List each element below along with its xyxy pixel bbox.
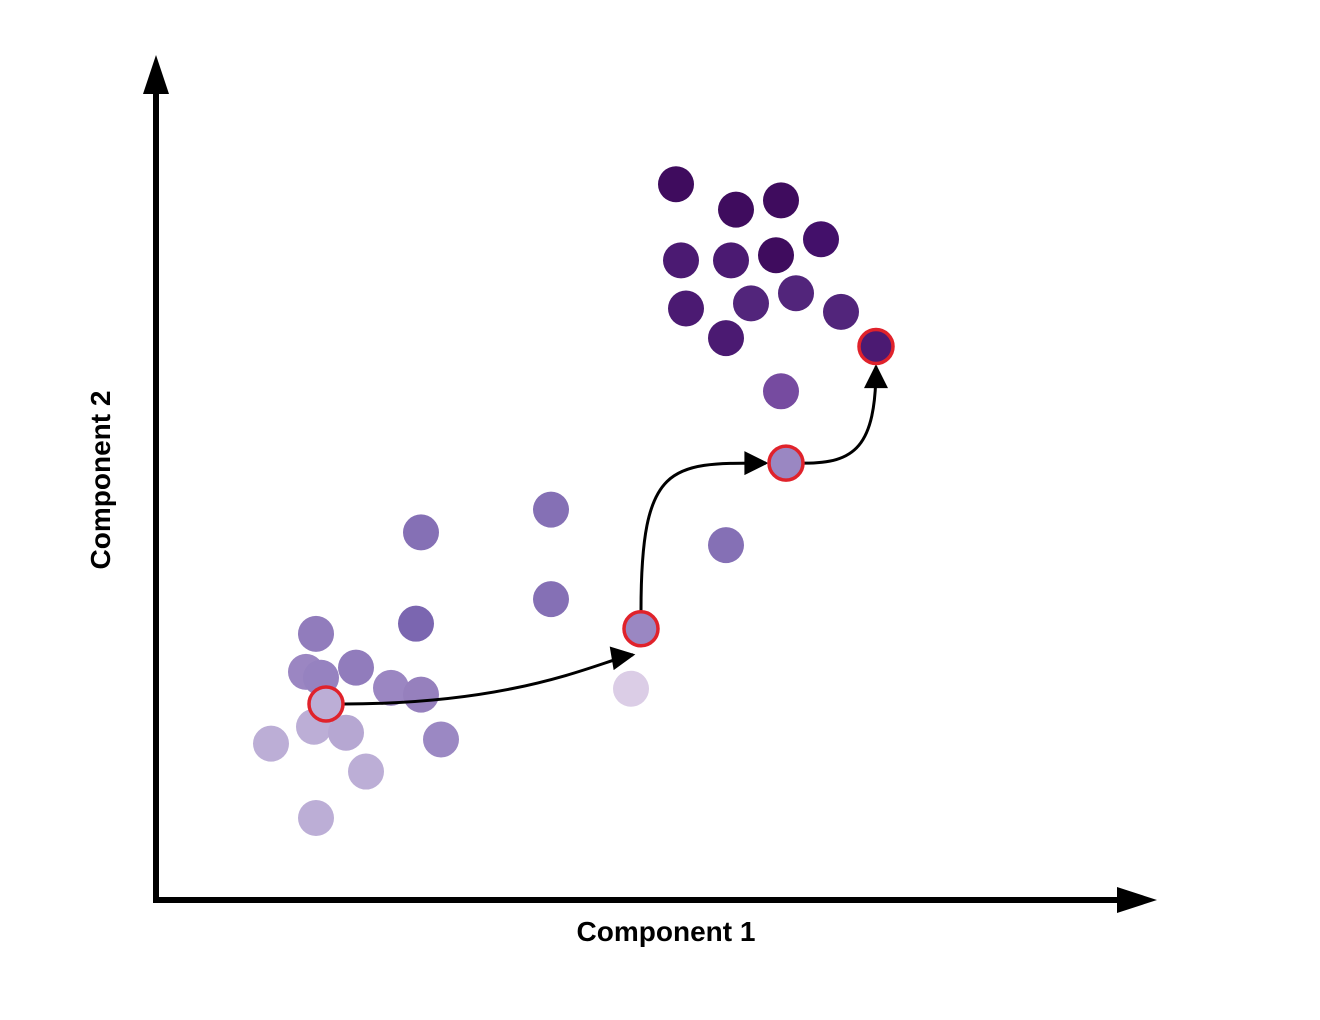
data-point-20 [658,166,694,203]
data-point-14 [398,605,434,642]
data-point-13 [403,514,439,551]
trajectory-point-3 [767,444,805,482]
trajectory-arrow-1 [343,646,636,706]
data-point-27 [668,290,704,327]
x-axis-label: Component 1 [577,916,756,947]
axes [143,55,1157,913]
points-layer [253,166,859,837]
data-point-30 [823,293,859,330]
trajectory-point-1 [307,685,345,723]
data-point-24 [758,237,794,274]
data-point-5 [373,669,409,706]
x-axis-arrow-icon [1117,887,1157,913]
data-point-16 [533,581,569,618]
data-point-10 [328,714,364,751]
data-point-2 [338,649,374,686]
data-point-25 [663,242,699,279]
y-axis-arrow-icon [143,55,169,94]
data-point-12 [298,800,334,837]
data-point-23 [803,221,839,258]
data-point-28 [733,285,769,322]
data-point-26 [713,242,749,279]
trajectory-layer [307,327,895,723]
data-point-18 [708,527,744,564]
data-point-31 [708,320,744,357]
data-point-29 [778,275,814,312]
data-point-15 [533,491,569,528]
data-point-17 [613,670,649,707]
data-point-22 [763,182,799,219]
data-point-7 [423,721,459,758]
trajectory-point-4 [857,327,895,366]
data-point-1 [298,615,334,652]
data-point-19 [763,373,799,410]
data-point-6 [403,676,439,713]
trajectory-arrow-2 [639,451,769,611]
data-point-21 [718,191,754,228]
y-axis-label: Component 2 [85,391,116,570]
data-point-9 [253,725,289,762]
data-point-11 [348,753,384,790]
trajectory-point-2 [622,610,660,648]
trajectory-arrow-3 [803,364,888,465]
